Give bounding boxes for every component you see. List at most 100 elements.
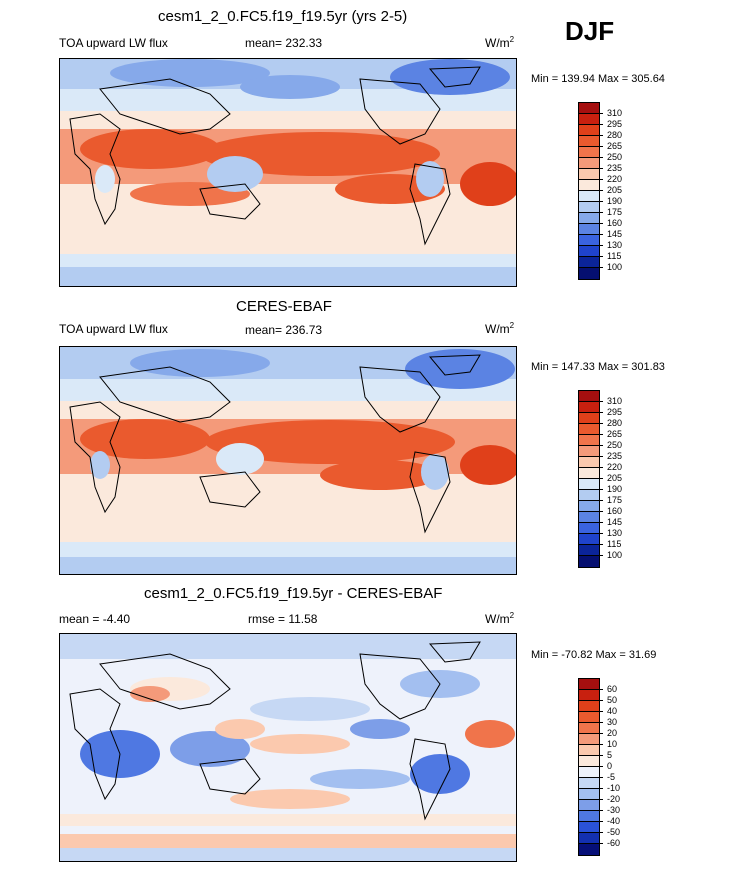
colorbar-2-label: 235 bbox=[607, 451, 623, 461]
colorbar-3-tick bbox=[599, 788, 603, 789]
colorbar-1-label: 265 bbox=[607, 141, 623, 151]
colorbar-2-label: 220 bbox=[607, 462, 623, 472]
colorbar-3-label: 60 bbox=[607, 684, 618, 694]
colorbar-1-segment bbox=[579, 257, 599, 268]
colorbar-1-segment bbox=[579, 147, 599, 158]
colorbar-2-tick bbox=[599, 445, 603, 446]
colorbar-1-segment bbox=[579, 202, 599, 213]
colorbar-2-segment bbox=[579, 413, 599, 424]
colorbar-1-tick bbox=[599, 168, 603, 169]
colorbar-1-segment bbox=[579, 191, 599, 202]
colorbar-1-tick bbox=[599, 146, 603, 147]
colorbar-3-tick bbox=[599, 832, 603, 833]
colorbar-2-segment bbox=[579, 446, 599, 457]
colorbar-2-segment bbox=[579, 556, 599, 567]
colorbar-3-label: -40 bbox=[607, 816, 621, 826]
colorbar-2-tick bbox=[599, 401, 603, 402]
colorbar-3-segment bbox=[579, 723, 599, 734]
panel-1-mean-label: mean= 232.33 bbox=[245, 36, 323, 50]
colorbar-2-segment bbox=[579, 435, 599, 446]
colorbar-3-tick bbox=[599, 700, 603, 701]
colorbar-2-tick bbox=[599, 511, 603, 512]
colorbar-3-segment bbox=[579, 767, 599, 778]
colorbar-2-label: 130 bbox=[607, 528, 623, 538]
panel-2-map bbox=[59, 346, 517, 575]
colorbar-2-segment bbox=[579, 501, 599, 512]
colorbar-2-tick bbox=[599, 412, 603, 413]
colorbar-1-segment bbox=[579, 180, 599, 191]
colorbar-2-segment bbox=[579, 512, 599, 523]
colorbar-2-segment bbox=[579, 391, 599, 402]
panel-2-title: CERES-EBAF bbox=[236, 298, 332, 315]
colorbar-2-segment bbox=[579, 490, 599, 501]
colorbar-3-segment bbox=[579, 756, 599, 767]
colorbar-2-tick bbox=[599, 478, 603, 479]
colorbar-3-tick bbox=[599, 810, 603, 811]
panel-2-map-svg bbox=[60, 347, 516, 574]
colorbar-2-segment bbox=[579, 424, 599, 435]
colorbar-2-label: 250 bbox=[607, 440, 623, 450]
colorbar-2-tick bbox=[599, 533, 603, 534]
colorbar-3-segment bbox=[579, 800, 599, 811]
colorbar-1-tick bbox=[599, 267, 603, 268]
panel-1-title: cesm1_2_0.FC5.f19_f19.5yr (yrs 2-5) bbox=[158, 8, 408, 25]
colorbar-2-tick bbox=[599, 500, 603, 501]
colorbar-3-label: -30 bbox=[607, 805, 621, 815]
colorbar-1-segment bbox=[579, 213, 599, 224]
colorbar-3-segment bbox=[579, 789, 599, 800]
panel-3-minmax: Min = -70.82 Max = 31.69 bbox=[531, 649, 657, 661]
season-label: DJF bbox=[565, 16, 615, 46]
colorbar-2-tick bbox=[599, 544, 603, 545]
colorbar-2-segment bbox=[579, 523, 599, 534]
colorbar-1-label: 175 bbox=[607, 207, 623, 217]
colorbar-3-label: 50 bbox=[607, 695, 618, 705]
colorbar-3-label: 10 bbox=[607, 739, 618, 749]
colorbar-1-label: 100 bbox=[607, 262, 623, 272]
colorbar-1-segment bbox=[579, 158, 599, 169]
colorbar-3-tick bbox=[599, 744, 603, 745]
colorbar-3-segment bbox=[579, 822, 599, 833]
colorbar-1-tick bbox=[599, 245, 603, 246]
colorbar-2-label: 160 bbox=[607, 506, 623, 516]
colorbar-2-tick bbox=[599, 467, 603, 468]
colorbar-3-tick bbox=[599, 766, 603, 767]
colorbar-2-segment bbox=[579, 457, 599, 468]
colorbar-1-label: 280 bbox=[607, 130, 623, 140]
colorbar-1-segment bbox=[579, 125, 599, 136]
colorbar-1-label: 190 bbox=[607, 196, 623, 206]
panel-3-colorbar-box bbox=[578, 678, 600, 856]
colorbar-2-label: 145 bbox=[607, 517, 623, 527]
colorbar-1-tick bbox=[599, 113, 603, 114]
colorbar-3-label: 40 bbox=[607, 706, 618, 716]
colorbar-3-label: -50 bbox=[607, 827, 621, 837]
colorbar-3-tick bbox=[599, 711, 603, 712]
panel-1-map bbox=[59, 58, 517, 287]
colorbar-1-label: 160 bbox=[607, 218, 623, 228]
colorbar-1-label: 220 bbox=[607, 174, 623, 184]
colorbar-1-label: 205 bbox=[607, 185, 623, 195]
colorbar-2-segment bbox=[579, 402, 599, 413]
colorbar-2-label: 100 bbox=[607, 550, 623, 560]
colorbar-3-segment bbox=[579, 690, 599, 701]
colorbar-3-tick bbox=[599, 733, 603, 734]
colorbar-3-segment bbox=[579, 734, 599, 745]
panel-1-map-svg bbox=[60, 59, 516, 286]
colorbar-1-tick bbox=[599, 179, 603, 180]
panel-3-units: W/m2 bbox=[485, 611, 515, 626]
panel-3-map-svg bbox=[60, 634, 516, 861]
colorbar-3-label: -10 bbox=[607, 783, 621, 793]
colorbar-3-label: 20 bbox=[607, 728, 618, 738]
colorbar-3-tick bbox=[599, 755, 603, 756]
colorbar-3-segment bbox=[579, 844, 599, 855]
colorbar-2-segment bbox=[579, 545, 599, 556]
colorbar-2-label: 205 bbox=[607, 473, 623, 483]
colorbar-2-label: 190 bbox=[607, 484, 623, 494]
colorbar-1-segment bbox=[579, 235, 599, 246]
colorbar-1-label: 145 bbox=[607, 229, 623, 239]
colorbar-1-tick bbox=[599, 234, 603, 235]
colorbar-2-tick bbox=[599, 555, 603, 556]
colorbar-1-label: 235 bbox=[607, 163, 623, 173]
colorbar-1-segment bbox=[579, 136, 599, 147]
colorbar-2-label: 280 bbox=[607, 418, 623, 428]
colorbar-1-label: 130 bbox=[607, 240, 623, 250]
